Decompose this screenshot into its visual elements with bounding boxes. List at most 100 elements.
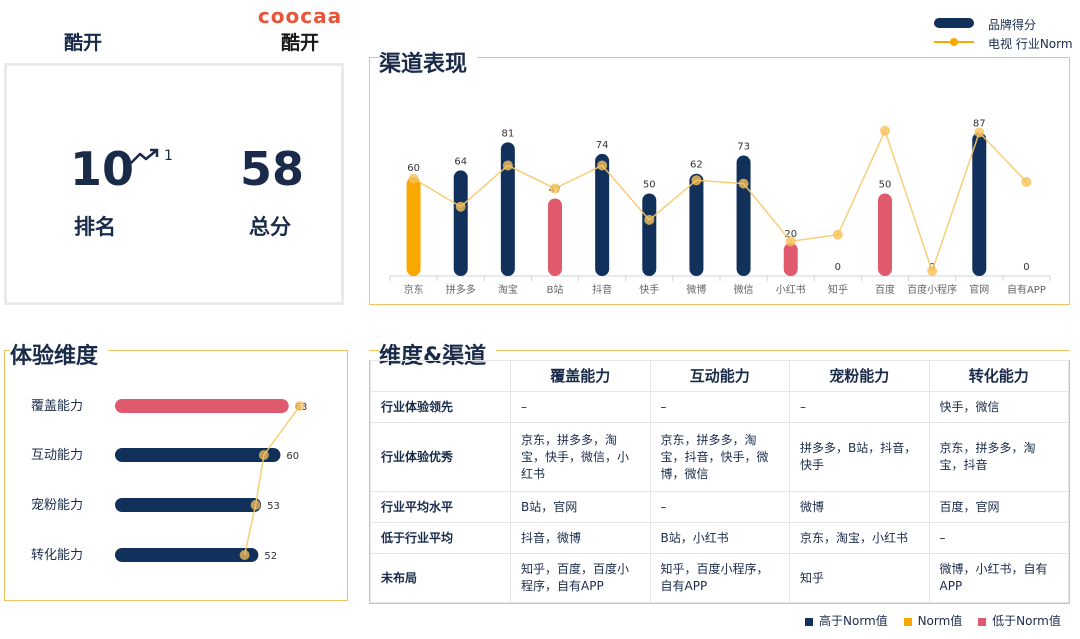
data-label: 52 — [264, 551, 277, 562]
tick-label: 百度 — [875, 283, 895, 296]
category-label: 宠粉能力 — [31, 497, 83, 513]
logo-chinese: 酷开 — [280, 32, 319, 54]
chart-legend: 品牌得分 电视 行业Norm — [934, 12, 1074, 52]
bar — [115, 498, 262, 512]
bar — [406, 177, 421, 276]
norm-swatch — [903, 617, 912, 626]
norm-point — [785, 236, 796, 247]
table-cell: 知乎，百度小程序，自有APP — [649, 553, 790, 603]
status-legend-below: 低于Norm值 — [978, 614, 1061, 628]
data-label: 81 — [501, 128, 514, 139]
table-cell: – — [649, 391, 790, 423]
data-label: 0 — [835, 262, 841, 273]
table-cell: 京东，拼多多，淘宝，快手，微信，小红书 — [510, 422, 651, 492]
row-header: 低于行业平均 — [370, 522, 511, 554]
bar — [595, 153, 610, 276]
table-cell: 京东，拼多多，淘宝，抖音，快手，微博，微信 — [649, 422, 790, 492]
channel-panel — [369, 57, 1070, 305]
tick-label: 拼多多 — [446, 283, 476, 296]
bar — [783, 243, 798, 276]
column-header: 覆盖能力 — [510, 360, 651, 392]
channel-panel-topline — [369, 57, 1070, 58]
column-header: 宠粉能力 — [789, 360, 930, 392]
score-card: 10 1 排名 58 总分 — [4, 63, 344, 305]
data-label: 64 — [454, 156, 467, 167]
total-score-value: 58 — [240, 142, 305, 196]
rank-label: 排名 — [74, 215, 116, 239]
table-cell: – — [510, 391, 651, 423]
channel-bar-chart: 60京东64拼多多81淘宝47B站74抖音50快手62微博73微信20小红书0知… — [389, 118, 1051, 296]
tick-label: 快手 — [639, 283, 659, 296]
table-cell: B站，小红书 — [649, 522, 790, 554]
legend-bar-swatch — [934, 18, 974, 28]
table-cell: 京东，拼多多，淘宝，抖音 — [928, 422, 1069, 492]
table-cell: 知乎，百度，百度小程序，自有APP — [510, 553, 651, 603]
norm-point — [550, 183, 560, 194]
data-label: 50 — [879, 180, 892, 191]
legend-bar-label: 品牌得分 — [988, 18, 1037, 32]
category-label: 转化能力 — [31, 548, 83, 563]
norm-point — [644, 214, 655, 225]
tick-label: B站 — [547, 283, 564, 296]
norm-point — [250, 500, 261, 510]
logo-wordmark: coocaa — [257, 4, 343, 28]
table-row: 行业体验优秀 京东，拼多多，淘宝，快手，微信，小红书 京东，拼多多，淘宝，抖音，… — [370, 422, 1069, 492]
bar — [548, 198, 562, 276]
table-row: 行业平均水平 B站，官网 – 微博 百度，官网 — [370, 491, 1069, 523]
dimension-chart-title: 体验维度 — [10, 338, 109, 370]
table-cell: – — [928, 522, 1069, 554]
norm-point — [408, 173, 419, 184]
tick-label: 微博 — [686, 283, 706, 296]
status-legend-above: 高于Norm值 — [805, 614, 888, 628]
tick-label: 自有APP — [1007, 283, 1046, 296]
norm-point — [258, 450, 269, 460]
data-label: 60 — [286, 451, 299, 462]
norm-point — [974, 127, 985, 138]
table-cell: 快手，微信 — [928, 391, 1069, 423]
category-label: 覆盖能力 — [31, 399, 83, 414]
data-label: 53 — [267, 501, 280, 512]
bar — [736, 155, 751, 276]
table-cell: B站，官网 — [510, 491, 651, 523]
table-header-row: 覆盖能力 互动能力 宠粉能力 转化能力 — [370, 360, 1069, 392]
bar — [878, 193, 892, 276]
norm-point — [502, 160, 513, 171]
norm-point — [880, 125, 890, 136]
rank-change: 1 — [164, 148, 173, 164]
table-cell: 抖音，微博 — [510, 522, 651, 554]
dimension-bar-chart: 覆盖能力63互动能力60宠粉能力53转化能力52 — [31, 399, 307, 563]
category-label: 互动能力 — [31, 448, 83, 463]
data-label: 60 — [407, 163, 420, 174]
table-row: 行业体验领先 – – – 快手，微信 — [370, 391, 1069, 423]
norm-point — [738, 178, 749, 189]
norm-point — [597, 160, 608, 171]
column-header: 互动能力 — [649, 360, 790, 392]
below-swatch — [978, 617, 987, 626]
status-legend-norm: Norm值 — [903, 614, 962, 628]
norm-line — [243, 405, 301, 556]
trend-up-icon — [130, 148, 159, 164]
row-header: 行业体验优秀 — [370, 422, 511, 492]
data-label: 73 — [737, 142, 750, 153]
data-label: 87 — [973, 118, 986, 129]
bar — [453, 170, 468, 276]
dimension-panel — [4, 350, 348, 601]
table-cell: 微博 — [789, 491, 930, 523]
table-cell: 微博，小红书，自有APP — [928, 553, 1069, 603]
row-header: 行业平均水平 — [370, 491, 511, 523]
norm-point — [691, 175, 702, 186]
tick-label: 知乎 — [828, 283, 848, 296]
bar — [642, 193, 657, 276]
norm-point — [455, 201, 466, 212]
above-swatch — [805, 617, 813, 626]
table-corner — [370, 360, 511, 392]
row-header: 行业体验领先 — [370, 391, 511, 423]
matrix-panel-topline — [369, 350, 1070, 351]
status-legend: 高于Norm值 Norm值 低于Norm值 — [805, 612, 1061, 629]
bar — [115, 548, 259, 562]
table-row: 未布局 知乎，百度，百度小程序，自有APP 知乎，百度小程序，自有APP 知乎 … — [370, 553, 1069, 603]
bar — [115, 448, 281, 462]
table-cell: 拼多多，B站，抖音，快手 — [789, 422, 930, 492]
norm-point — [239, 550, 250, 560]
matrix-panel: 覆盖能力 互动能力 宠粉能力 转化能力 行业体验领先 – – – 快手，微信 行… — [369, 360, 1070, 604]
